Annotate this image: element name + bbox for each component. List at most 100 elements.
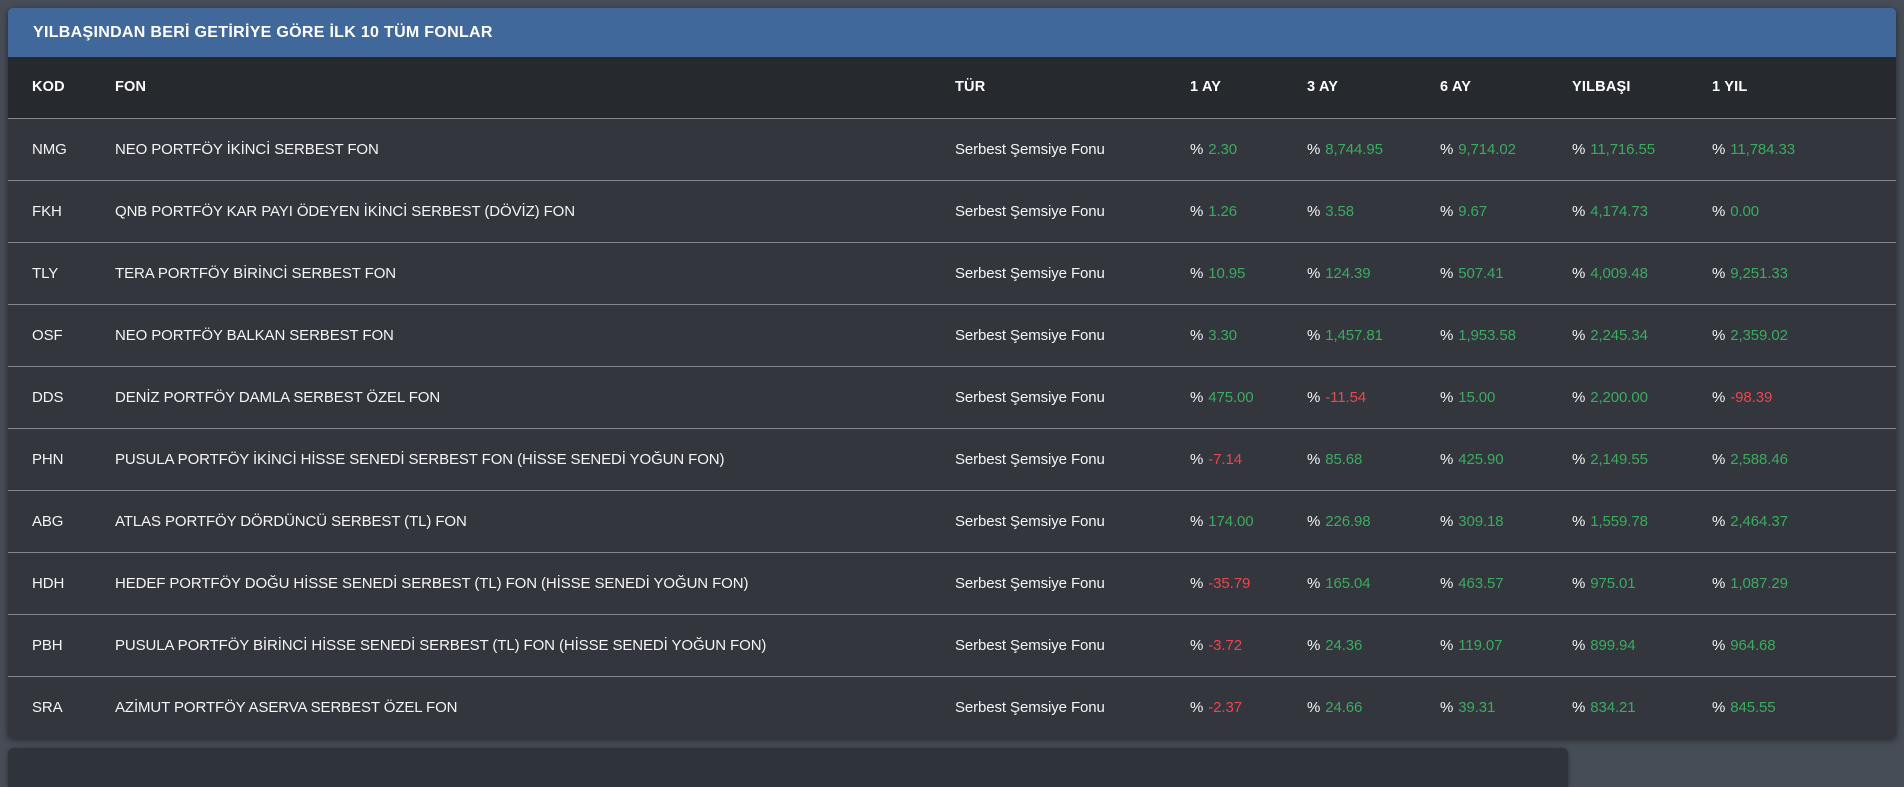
table-row[interactable]: SRA AZİMUT PORTFÖY ASERVA SERBEST ÖZEL F… [8,676,1896,738]
return-cell-1ay: % -7.14 [1190,428,1307,490]
fund-table-card: YILBAŞINDAN BERİ GETİRİYE GÖRE İLK 10 TÜ… [8,8,1896,738]
return-cell-3ay: % 3.58 [1307,180,1440,242]
return-cell-1ay: % 174.00 [1190,490,1307,552]
return-value-1ay: 2.30 [1208,140,1238,158]
return-cell-1ay: % -2.37 [1190,676,1307,738]
return-cell-yilbasi: % 4,174.73 [1572,180,1712,242]
fund-name-cell: ATLAS PORTFÖY DÖRDÜNCÜ SERBEST (TL) FON [115,512,467,530]
return-cell-3ay: % 24.66 [1307,676,1440,738]
fund-type-cell: Serbest Şemsiye Fonu [955,264,1105,282]
percent-sign: % [1572,512,1586,530]
percent-sign: % [1712,264,1726,282]
table-row[interactable]: TLY TERA PORTFÖY BİRİNCİ SERBEST FON Ser… [8,242,1896,304]
return-cell-yilbasi: % 975.01 [1572,552,1712,614]
return-value-yilbasi: 4,174.73 [1590,202,1648,220]
percent-sign: % [1440,202,1454,220]
return-cell-yilbasi: % 899.94 [1572,614,1712,676]
fund-type-cell: Serbest Şemsiye Fonu [955,388,1105,406]
return-value-yilbasi: 899.94 [1590,636,1636,654]
table-row[interactable]: HDH HEDEF PORTFÖY DOĞU HİSSE SENEDİ SERB… [8,552,1896,614]
fund-code-cell: OSF [32,326,63,344]
return-value-1ay: 10.95 [1208,264,1246,282]
return-value-6ay: 1,953.58 [1458,326,1516,344]
return-value-6ay: 39.31 [1458,698,1496,716]
return-value-1yil: 11,784.33 [1730,140,1795,158]
panel-title-bar: YILBAŞINDAN BERİ GETİRİYE GÖRE İLK 10 TÜ… [8,8,1896,57]
table-row[interactable]: PBH PUSULA PORTFÖY BİRİNCİ HİSSE SENEDİ … [8,614,1896,676]
return-value-1ay: -35.79 [1208,574,1251,592]
column-header-6ay: 6 AY [1440,57,1572,118]
return-cell-yilbasi: % 2,245.34 [1572,304,1712,366]
percent-sign: % [1190,636,1204,654]
percent-sign: % [1440,698,1454,716]
column-header-1ay: 1 AY [1190,57,1307,118]
percent-sign: % [1572,698,1586,716]
percent-sign: % [1307,264,1321,282]
return-value-1yil: 2,464.37 [1730,512,1788,530]
return-value-3ay: 1,457.81 [1325,326,1383,344]
percent-sign: % [1307,202,1321,220]
return-cell-1ay: % 2.30 [1190,118,1307,180]
return-cell-3ay: % 85.68 [1307,428,1440,490]
percent-sign: % [1712,512,1726,530]
return-value-yilbasi: 2,200.00 [1590,388,1648,406]
fund-code-cell: FKH [32,202,62,220]
table-row[interactable]: OSF NEO PORTFÖY BALKAN SERBEST FON Serbe… [8,304,1896,366]
return-value-1yil: 2,359.02 [1730,326,1788,344]
return-cell-1ay: % 475.00 [1190,366,1307,428]
fund-code-cell: SRA [32,698,63,716]
percent-sign: % [1190,326,1204,344]
fund-code-cell: NMG [32,140,67,158]
fund-type-cell: Serbest Şemsiye Fonu [955,450,1105,468]
fund-code-cell: PBH [32,636,63,654]
percent-sign: % [1307,450,1321,468]
table-row[interactable]: DDS DENİZ PORTFÖY DAMLA SERBEST ÖZEL FON… [8,366,1896,428]
return-cell-1yil: % 11,784.33 [1712,118,1896,180]
percent-sign: % [1190,388,1204,406]
return-value-3ay: 24.36 [1325,636,1363,654]
return-value-1yil: 1,087.29 [1730,574,1788,592]
percent-sign: % [1440,574,1454,592]
percent-sign: % [1572,264,1586,282]
fund-type-cell: Serbest Şemsiye Fonu [955,698,1105,716]
return-cell-6ay: % 9,714.02 [1440,118,1572,180]
percent-sign: % [1572,388,1586,406]
return-cell-yilbasi: % 1,559.78 [1572,490,1712,552]
return-value-3ay: 226.98 [1325,512,1371,530]
fund-type-cell: Serbest Şemsiye Fonu [955,636,1105,654]
percent-sign: % [1190,512,1204,530]
return-value-6ay: 463.57 [1458,574,1504,592]
percent-sign: % [1440,636,1454,654]
return-value-1yil: 0.00 [1730,202,1760,220]
return-value-1yil: -98.39 [1730,388,1773,406]
return-cell-6ay: % 119.07 [1440,614,1572,676]
return-cell-1yil: % 964.68 [1712,614,1896,676]
column-header-yilbasi: YILBAŞI [1572,57,1712,118]
return-value-3ay: 165.04 [1325,574,1371,592]
return-value-yilbasi: 11,716.55 [1590,140,1655,158]
table-row[interactable]: ABG ATLAS PORTFÖY DÖRDÜNCÜ SERBEST (TL) … [8,490,1896,552]
return-cell-6ay: % 1,953.58 [1440,304,1572,366]
table-row[interactable]: NMG NEO PORTFÖY İKİNCİ SERBEST FON Serbe… [8,118,1896,180]
fund-code-cell: HDH [32,574,65,592]
return-value-6ay: 119.07 [1458,636,1503,654]
return-cell-6ay: % 425.90 [1440,428,1572,490]
return-cell-1yil: % 845.55 [1712,676,1896,738]
percent-sign: % [1307,140,1321,158]
percent-sign: % [1190,264,1204,282]
fund-code-cell: DDS [32,388,64,406]
table-row[interactable]: PHN PUSULA PORTFÖY İKİNCİ HİSSE SENEDİ S… [8,428,1896,490]
return-cell-yilbasi: % 834.21 [1572,676,1712,738]
return-value-yilbasi: 2,149.55 [1590,450,1648,468]
return-value-1ay: -2.37 [1208,698,1242,716]
percent-sign: % [1440,388,1454,406]
fund-type-cell: Serbest Şemsiye Fonu [955,140,1105,158]
percent-sign: % [1307,698,1321,716]
return-value-6ay: 9,714.02 [1458,140,1516,158]
table-row[interactable]: FKH QNB PORTFÖY KAR PAYI ÖDEYEN İKİNCİ S… [8,180,1896,242]
percent-sign: % [1572,140,1586,158]
return-cell-3ay: % 8,744.95 [1307,118,1440,180]
percent-sign: % [1712,202,1726,220]
return-cell-yilbasi: % 2,149.55 [1572,428,1712,490]
return-value-6ay: 9.67 [1458,202,1488,220]
